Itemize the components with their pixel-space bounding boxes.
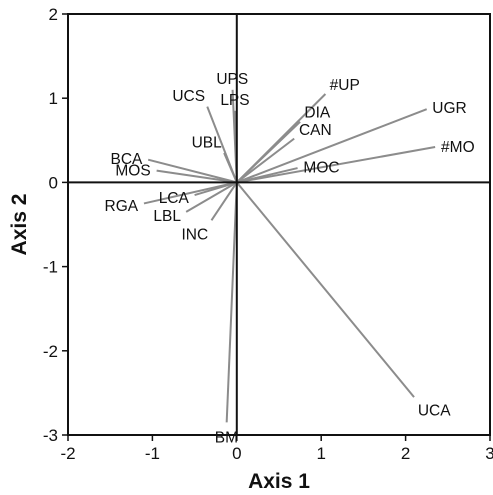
vector-line: [143, 181, 238, 205]
x-tick-label: 3: [485, 444, 493, 463]
vector-line: [236, 108, 428, 184]
x-tick-label: -2: [60, 444, 75, 463]
vector-line: [223, 152, 238, 183]
y-tick-label: 2: [49, 5, 58, 24]
vector-label: MOS: [115, 163, 150, 180]
vector-line: [185, 181, 238, 213]
vector-label: UCS: [172, 88, 205, 105]
vector-label: BM: [215, 429, 238, 446]
vector-label: LPS: [220, 92, 249, 109]
y-axis-title: Axis 2: [8, 194, 31, 256]
vector-label: #MO: [441, 139, 475, 156]
vector-label: UCA: [418, 403, 451, 420]
vector-lines: [143, 89, 436, 423]
vector-label: LCA: [159, 190, 190, 207]
vector-line: [210, 181, 238, 221]
vector-line: [236, 181, 415, 398]
x-axis-title: Axis 1: [248, 470, 310, 493]
plot-frame: [67, 13, 491, 436]
y-tick-label: 1: [49, 89, 58, 108]
x-tick-label: 0: [232, 444, 241, 463]
y-tick-label: 0: [49, 173, 58, 192]
x-tick-label: 2: [401, 444, 410, 463]
vector-label: UPS: [216, 71, 248, 88]
reference-lines: [68, 14, 490, 435]
vector-line: [236, 121, 301, 184]
x-tick-label: 1: [316, 444, 325, 463]
vector-label: UGR: [432, 100, 466, 117]
y-tick-label: -3: [43, 426, 58, 445]
vector-label: RGA: [105, 198, 139, 215]
vector-label: CAN: [299, 122, 332, 139]
x-tick-label: -1: [145, 444, 160, 463]
y-tick-label: -2: [43, 342, 58, 361]
vector-label: INC: [181, 226, 208, 243]
vector-label: LBL: [153, 208, 181, 225]
vector-label: DIA: [304, 105, 331, 122]
vector-label: MOC: [303, 160, 339, 177]
vector-label: #UP: [330, 77, 360, 94]
vector-line: [225, 182, 238, 423]
vector-label: BCA: [110, 151, 143, 168]
vector-label: UBL: [192, 134, 223, 151]
vector-line: [236, 167, 298, 184]
y-tick-label: -1: [43, 258, 58, 277]
vector-line: [147, 158, 238, 184]
vector-line: [156, 169, 237, 184]
vector-line: [236, 137, 295, 184]
vector-line: [236, 146, 436, 184]
